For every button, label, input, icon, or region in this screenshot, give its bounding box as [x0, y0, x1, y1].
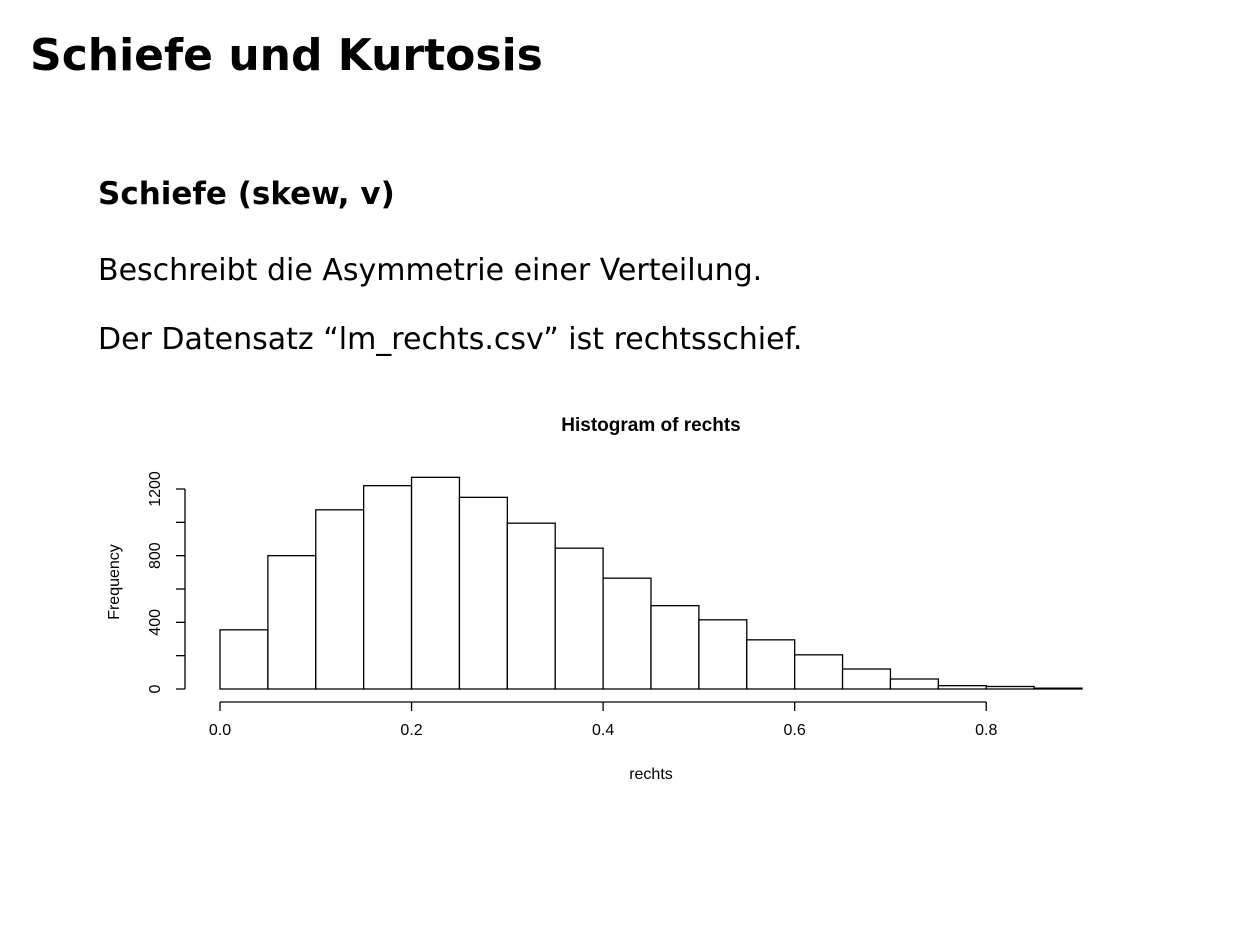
- x-axis-label: rechts: [629, 766, 673, 783]
- x-tick-label-3: 0.6: [784, 722, 806, 739]
- histogram-bar-2: [315, 509, 365, 690]
- description-line: Beschreibt die Asymmetrie einer Verteilu…: [98, 253, 763, 288]
- histogram-bar-3: [363, 485, 413, 690]
- section-heading: Schiefe (skew, v): [98, 176, 395, 212]
- y-tick-label-0: 0: [147, 684, 164, 693]
- histogram-bar-6: [506, 522, 556, 690]
- y-tick-label-6: 1200: [147, 471, 164, 507]
- y-tick-label-2: 400: [147, 609, 164, 636]
- x-tick-label-4: 0.8: [975, 722, 997, 739]
- histogram-svg: Histogram of rechts rechts Frequency 0.0…: [106, 415, 1083, 783]
- histogram-bar-14: [889, 678, 939, 690]
- x-axis: 0.0 0.2 0.4 0.6 0.8: [209, 701, 997, 739]
- y-tick-label-4: 800: [147, 542, 164, 569]
- histogram-bar-9: [650, 605, 700, 690]
- slide-title: Schiefe und Kurtosis: [30, 30, 543, 81]
- y-axis: 0 400 800 1200: [147, 471, 186, 693]
- y-axis-label: Frequency: [106, 544, 123, 620]
- histogram-chart: Histogram of rechts rechts Frequency 0.0…: [0, 400, 1260, 800]
- histogram-bars: [219, 476, 1083, 690]
- histogram-bar-12: [794, 654, 844, 690]
- x-tick-label-2: 0.4: [592, 722, 614, 739]
- histogram-bar-0: [219, 629, 269, 690]
- histogram-bar-5: [458, 496, 508, 690]
- histogram-bar-16: [985, 685, 1035, 690]
- dataset-note-line: Der Datensatz “lm_rechts.csv” ist rechts…: [98, 322, 803, 357]
- x-tick-label-0: 0.0: [209, 722, 231, 739]
- histogram-bar-13: [841, 668, 892, 690]
- histogram-bar-1: [267, 555, 317, 690]
- histogram-bar-7: [554, 547, 604, 690]
- histogram-bar-8: [602, 577, 652, 690]
- histogram-bar-4: [410, 476, 461, 690]
- histogram-bar-10: [698, 619, 748, 690]
- histogram-bar-11: [746, 639, 796, 690]
- chart-title: Histogram of rechts: [561, 415, 740, 436]
- histogram-bar-17: [1033, 687, 1083, 690]
- histogram-bar-15: [937, 685, 987, 690]
- x-tick-label-1: 0.2: [400, 722, 422, 739]
